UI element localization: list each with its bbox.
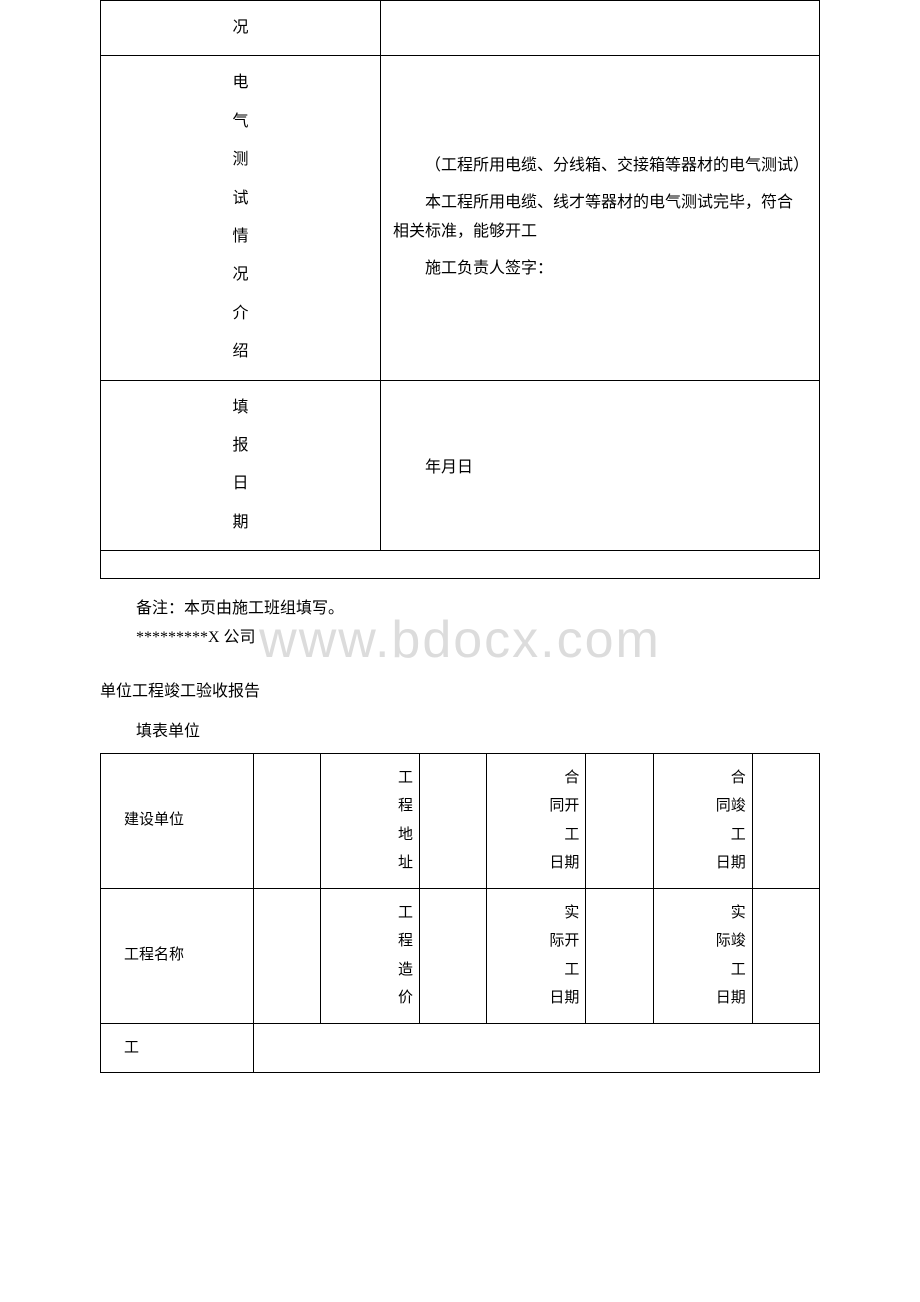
notes-line: 备注：本页由施工班组填写。 [136, 595, 820, 624]
line: 日期 [662, 984, 746, 1013]
row1-content [381, 1, 820, 56]
label-char: 填 [113, 389, 368, 427]
line: 价 [329, 984, 413, 1013]
blank-cell [586, 753, 653, 888]
line: 合 [662, 764, 746, 793]
blank-cell [253, 888, 320, 1023]
label-char: 情 [113, 218, 368, 256]
table-row: 工程名称 工 程 造 价 实 际开 工 日期 实 际竣 工 日期 [101, 888, 820, 1023]
line: 合 [495, 764, 579, 793]
table-2: 建设单位 工 程 地 址 合 同开 工 日期 合 同竣 工 日期 [100, 753, 820, 1074]
label-char: 期 [113, 504, 368, 542]
table-row: 填 报 日 期 年月日 [101, 380, 820, 551]
line: 工 [662, 956, 746, 985]
row3-content: 年月日 [381, 380, 820, 551]
blank-cell [586, 888, 653, 1023]
row3-label: 填 报 日 期 [101, 380, 381, 551]
content-paragraph: 本工程所用电缆、线才等器材的电气测试完毕，符合相关标准，能够开工 [393, 189, 807, 247]
notes-line: *********X 公司 [136, 624, 820, 653]
row2-content: （工程所用电缆、分线箱、交接箱等器材的电气测试） 本工程所用电缆、线才等器材的电… [381, 56, 820, 380]
line: 程 [329, 792, 413, 821]
table-row: 电 气 测 试 情 况 介 绍 （工程所用电缆、分线箱、交接箱等器材的电气测试）… [101, 56, 820, 380]
line: 同竣 [662, 792, 746, 821]
notes-section: 备注：本页由施工班组填写。 *********X 公司 [136, 595, 820, 653]
label-char: 气 [113, 103, 368, 141]
cell-actual-start-date: 实 际开 工 日期 [487, 888, 586, 1023]
label-char: 报 [113, 427, 368, 465]
line: 日期 [662, 849, 746, 878]
line: 日期 [495, 849, 579, 878]
cell-project-address: 工 程 地 址 [320, 753, 419, 888]
table-row-empty [101, 551, 820, 579]
cell-contract-start-date: 合 同开 工 日期 [487, 753, 586, 888]
label-char: 试 [113, 180, 368, 218]
blank-cell [253, 753, 320, 888]
blank-cell [752, 888, 819, 1023]
cell-construction-unit: 建设单位 [101, 753, 254, 888]
filler-unit-label: 填表单位 [136, 717, 820, 741]
empty-cell [101, 551, 820, 579]
line: 实 [495, 899, 579, 928]
line: 工 [495, 956, 579, 985]
line: 造 [329, 956, 413, 985]
table-row: 工 [101, 1023, 820, 1073]
row2-label: 电 气 测 试 情 况 介 绍 [101, 56, 381, 380]
content-paragraph: 施工负责人签字： [393, 255, 807, 284]
section-title: 单位工程竣工验收报告 [100, 677, 820, 701]
blank-cell [752, 753, 819, 888]
blank-cell [420, 888, 487, 1023]
blank-cell [253, 1023, 819, 1073]
label-char: 况 [113, 9, 368, 47]
line: 际竣 [662, 927, 746, 956]
document-page: 况 电 气 测 试 情 况 介 绍 （工程所用电缆、分线箱、交接箱等器材的电气测… [0, 0, 920, 1113]
table-row: 况 [101, 1, 820, 56]
blank-cell [420, 753, 487, 888]
line: 工 [329, 764, 413, 793]
line: 实 [662, 899, 746, 928]
line: 程 [329, 927, 413, 956]
line: 日期 [495, 984, 579, 1013]
table-1: 况 电 气 测 试 情 况 介 绍 （工程所用电缆、分线箱、交接箱等器材的电气测… [100, 0, 820, 579]
row1-label: 况 [101, 1, 381, 56]
line: 地 [329, 821, 413, 850]
label-char: 介 [113, 295, 368, 333]
label-char: 绍 [113, 333, 368, 371]
line: 工 [329, 899, 413, 928]
cell-row3-label: 工 [101, 1023, 254, 1073]
line: 工 [495, 821, 579, 850]
label-char: 测 [113, 141, 368, 179]
label-char: 况 [113, 256, 368, 294]
line: 址 [329, 849, 413, 878]
cell-contract-end-date: 合 同竣 工 日期 [653, 753, 752, 888]
table-row: 建设单位 工 程 地 址 合 同开 工 日期 合 同竣 工 日期 [101, 753, 820, 888]
line: 同开 [495, 792, 579, 821]
cell-project-cost: 工 程 造 价 [320, 888, 419, 1023]
line: 工 [662, 821, 746, 850]
cell-actual-end-date: 实 际竣 工 日期 [653, 888, 752, 1023]
cell-project-name: 工程名称 [101, 888, 254, 1023]
label-char: 日 [113, 465, 368, 503]
line: 际开 [495, 927, 579, 956]
content-paragraph: （工程所用电缆、分线箱、交接箱等器材的电气测试） [393, 152, 807, 181]
label-char: 电 [113, 64, 368, 102]
